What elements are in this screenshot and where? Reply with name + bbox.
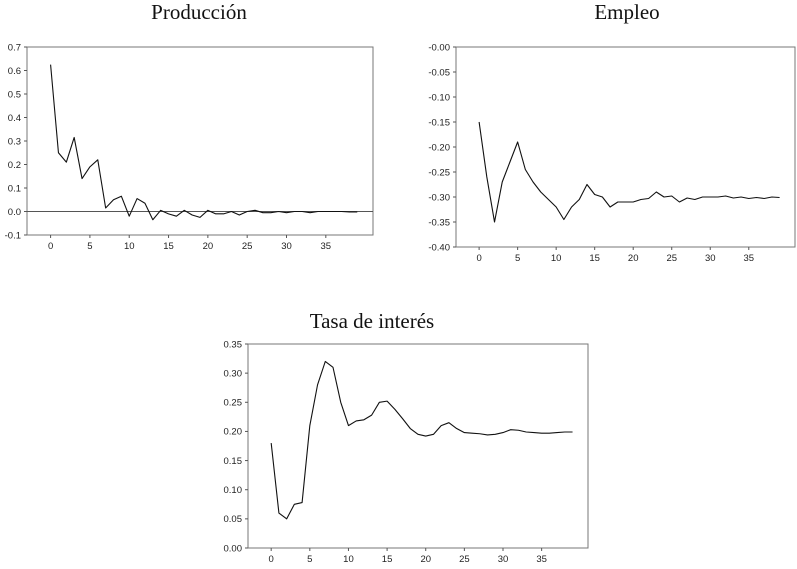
y-tick-label-0: 0.1 (8, 183, 21, 194)
x-tick-label-2: 15 (382, 554, 393, 565)
y-tick-label-2: 0.20 (224, 427, 243, 438)
y-tick-label-1: -0.25 (428, 167, 450, 178)
x-tick-label-1: 20 (628, 253, 639, 264)
y-tick-label-0: 0.7 (8, 42, 21, 53)
y-tick-label-0: 0.3 (8, 136, 21, 147)
y-tick-label-0: 0.4 (8, 113, 21, 124)
x-tick-label-0: 30 (281, 241, 292, 252)
y-tick-label-2: 0.15 (224, 456, 243, 467)
x-tick-label-1: 0 (476, 253, 481, 264)
x-tick-label-0: 0 (48, 241, 53, 252)
y-tick-label-0: 0.5 (8, 89, 21, 100)
x-tick-label-2: 5 (307, 554, 312, 565)
chart-title-tasa-de-interes: Tasa de interés (309, 309, 435, 333)
y-tick-label-1: -0.40 (428, 242, 450, 253)
y-tick-label-0: 0.2 (8, 160, 21, 171)
x-tick-label-2: 35 (536, 554, 547, 565)
x-tick-label-0: 25 (242, 241, 253, 252)
x-tick-label-0: 20 (203, 241, 214, 252)
y-tick-label-2: 0.05 (224, 514, 243, 525)
x-tick-label-1: 15 (589, 253, 600, 264)
y-tick-label-2: 0.30 (224, 368, 243, 379)
x-tick-label-2: 30 (498, 554, 509, 565)
y-tick-label-1: -0.00 (428, 42, 450, 53)
x-tick-label-0: 10 (124, 241, 135, 252)
y-tick-label-1: -0.15 (428, 117, 450, 128)
x-tick-label-2: 0 (269, 554, 274, 565)
x-tick-label-0: 35 (321, 241, 332, 252)
y-tick-label-1: -0.30 (428, 192, 450, 203)
plot-frame-0 (26, 46, 374, 236)
series-line-2-0 (270, 360, 573, 520)
plot-frame-2 (247, 343, 589, 549)
x-tick-label-1: 35 (743, 253, 754, 264)
x-tick-label-2: 10 (343, 554, 354, 565)
y-tick-label-2: 0.25 (224, 398, 243, 409)
x-tick-label-1: 30 (705, 253, 716, 264)
x-tick-label-1: 10 (551, 253, 562, 264)
y-tick-label-0: -0.1 (5, 230, 21, 241)
y-tick-label-0: 0.6 (8, 66, 21, 77)
y-tick-label-1: -0.20 (428, 142, 450, 153)
plot-frame-1 (455, 46, 796, 248)
x-tick-label-0: 5 (87, 241, 92, 252)
chart-title-empleo: Empleo (594, 0, 660, 24)
y-tick-label-2: 0.00 (224, 543, 243, 554)
x-tick-label-2: 20 (420, 554, 431, 565)
y-tick-label-1: -0.10 (428, 92, 450, 103)
x-tick-label-2: 25 (459, 554, 470, 565)
x-tick-label-0: 15 (163, 241, 174, 252)
y-tick-label-1: -0.35 (428, 217, 450, 228)
y-tick-label-2: 0.10 (224, 485, 243, 496)
chart-title-produccion: Producción (151, 0, 247, 24)
series-line-0-0 (50, 64, 358, 221)
x-tick-label-1: 5 (515, 253, 520, 264)
y-tick-label-1: -0.05 (428, 67, 450, 78)
y-tick-label-0: 0.0 (8, 207, 21, 218)
y-tick-label-2: 0.35 (224, 339, 243, 350)
x-tick-label-1: 25 (666, 253, 677, 264)
series-line-1-0 (478, 121, 780, 223)
